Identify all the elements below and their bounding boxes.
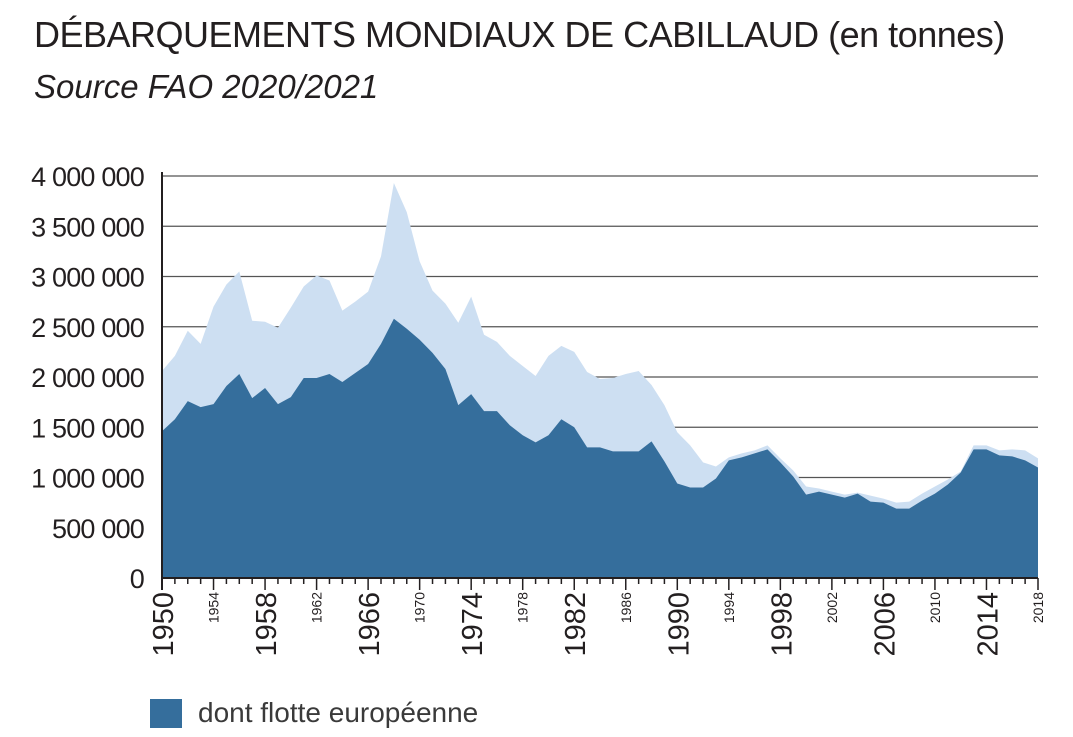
y-tick-label: 500 000 xyxy=(52,514,144,544)
x-tick-label: 2006 xyxy=(869,592,901,657)
legend-swatch-europe xyxy=(150,698,182,728)
area-chart: 0 500 000 1 000 000 1 500 000 2 000 000 2 500… xyxy=(31,162,1046,657)
x-tick-label: 1974 xyxy=(457,592,489,657)
x-tick-label: 1998 xyxy=(766,592,798,657)
x-tick-label: 2018 xyxy=(1030,592,1046,623)
x-tick-label: 1966 xyxy=(354,592,386,657)
y-tick-label: 2 500 000 xyxy=(31,313,144,343)
y-tick-label: 2 000 000 xyxy=(31,363,144,393)
legend: dont flotte européenne xyxy=(150,697,478,729)
y-tick-label: 1 000 000 xyxy=(31,464,144,494)
y-tick-label: 3 000 000 xyxy=(31,263,144,293)
y-tick-label: 3 500 000 xyxy=(31,212,144,242)
x-tick-label: 1950 xyxy=(148,592,180,657)
x-tick-label: 1958 xyxy=(251,592,283,657)
x-tick-label: 1986 xyxy=(618,592,634,623)
x-tick-label: 1954 xyxy=(206,592,222,623)
chart-subtitle: Source FAO 2020/2021 xyxy=(34,68,379,105)
x-tick-label: 1978 xyxy=(515,592,531,623)
chart-title: DÉBARQUEMENTS MONDIAUX DE CABILLAUD (en … xyxy=(34,14,1005,55)
x-tick-label: 2010 xyxy=(927,592,943,623)
y-tick-label: 0 xyxy=(130,564,144,594)
x-tick-label: 2014 xyxy=(972,592,1004,657)
area-europe xyxy=(162,318,1038,578)
legend-label-europe: dont flotte européenne xyxy=(198,697,479,728)
y-tick-label: 1 500 000 xyxy=(31,413,144,443)
x-tick-label: 1994 xyxy=(721,592,737,623)
x-tick-label: 1970 xyxy=(412,592,428,623)
x-tick-label: 1982 xyxy=(560,592,592,657)
x-tick-label: 2002 xyxy=(824,592,840,623)
x-tick-label: 1962 xyxy=(309,592,325,623)
y-tick-label: 4 000 000 xyxy=(31,162,144,192)
x-tick-label: 1990 xyxy=(663,592,695,657)
